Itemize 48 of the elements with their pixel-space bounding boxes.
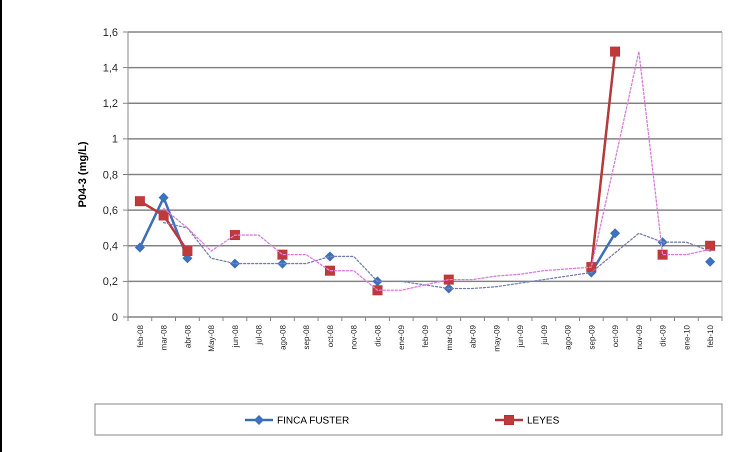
x-tick-label: feb-09 xyxy=(421,324,430,348)
x-tick-label: abr-08 xyxy=(183,324,192,348)
y-tick-label: 0,2 xyxy=(102,276,118,288)
point xyxy=(705,240,716,251)
y-tick-label: 1,2 xyxy=(102,98,118,110)
y-tick-label: 1,4 xyxy=(102,62,118,74)
x-tick-label: mar-09 xyxy=(444,324,454,350)
x-tick-label: ago-09 xyxy=(564,324,573,350)
point xyxy=(182,246,192,256)
x-tick-label: ene-09 xyxy=(397,324,406,350)
x-tick-label: dic-08 xyxy=(373,324,382,347)
x-tick-label: feb-10 xyxy=(706,324,716,348)
x-tick-label: oct-09 xyxy=(611,324,620,348)
point xyxy=(610,46,620,57)
y-tick-label: 0 xyxy=(112,312,118,324)
x-tick-label: jul-09 xyxy=(540,324,549,346)
y-tick-label: 0,6 xyxy=(102,204,118,217)
x-tick-label: sep-08 xyxy=(302,324,312,350)
x-tick-label: sep-09 xyxy=(587,324,596,350)
point xyxy=(658,250,668,260)
x-tick-label: ene-10 xyxy=(682,324,692,350)
y-tick-label: 1,6 xyxy=(102,26,118,39)
x-tick-label: nov-08 xyxy=(350,324,359,350)
x-tick-label: ago-08 xyxy=(278,324,288,350)
legend-label: LEYES xyxy=(527,416,560,426)
y-tick-label: 0,8 xyxy=(102,169,118,182)
x-tick-label: abr-09 xyxy=(468,324,478,348)
point xyxy=(158,192,169,203)
x-tick-label: may-09 xyxy=(492,324,502,352)
x-tick-label: jun-09 xyxy=(516,324,526,348)
point xyxy=(134,242,145,253)
legend-label: FINCA FUSTER xyxy=(277,416,350,426)
point xyxy=(705,256,716,267)
x-tick-label: mar-08 xyxy=(160,324,169,350)
x-tick-label: dic-09 xyxy=(658,324,668,347)
point xyxy=(158,210,169,220)
y-tick-label: 0,4 xyxy=(102,240,118,253)
x-tick-label: feb-08 xyxy=(136,324,145,348)
y-axis-title: P04-3 (mg/L) xyxy=(77,141,89,208)
y-tick-label: 1 xyxy=(112,134,118,146)
point xyxy=(610,228,620,238)
point xyxy=(134,196,145,206)
point xyxy=(444,274,454,285)
x-tick-label: oct-08 xyxy=(326,324,335,348)
x-tick-label: nov-09 xyxy=(634,324,644,350)
x-tick-label: May-08 xyxy=(207,324,216,352)
x-tick-label: jun-08 xyxy=(230,324,240,348)
x-tick-label: jul-08 xyxy=(254,324,264,346)
